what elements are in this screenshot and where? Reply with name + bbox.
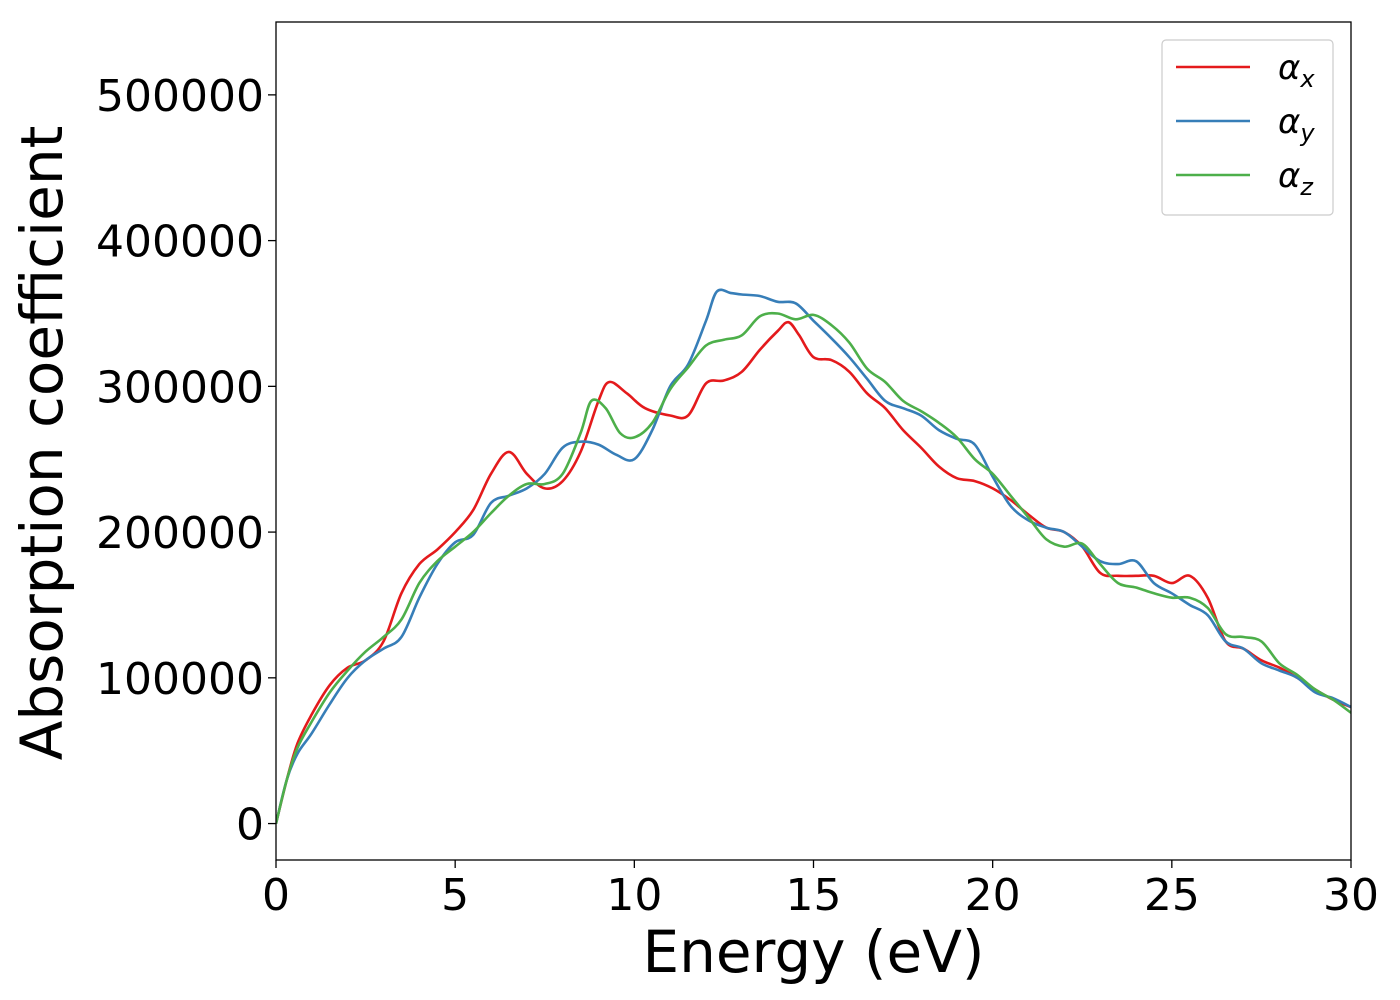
x-tick-label: 25: [1144, 870, 1200, 921]
y-tick-label: 300000: [96, 362, 264, 413]
y-tick-label: 200000: [96, 508, 264, 559]
series-line-x: [276, 320, 1351, 824]
x-tick-label: 5: [441, 870, 469, 921]
x-axis: 0 5 10 15 20 25 30: [262, 860, 1379, 921]
x-tick-label: 30: [1323, 870, 1379, 921]
x-axis-label: Energy (eV): [642, 918, 984, 986]
y-tick-label: 500000: [96, 71, 264, 122]
x-tick-label: 0: [262, 870, 290, 921]
y-tick-label: 0: [236, 800, 264, 851]
y-axis: 0 100000 200000 300000 400000 500000: [96, 71, 276, 851]
legend-frame: [1161, 39, 1334, 216]
y-tick-label: 400000: [96, 217, 264, 268]
series-line-z: [276, 311, 1351, 824]
series-layer: [276, 288, 1351, 824]
x-tick-label: 20: [965, 870, 1021, 921]
x-tick-label: 15: [786, 870, 842, 921]
y-tick-label: 100000: [96, 654, 264, 705]
series-line-y: [276, 288, 1351, 824]
x-tick-label: 10: [606, 870, 662, 921]
y-axis-label: Absorption coefficient: [8, 126, 76, 761]
legend-label-z: αz: [1278, 156, 1314, 201]
